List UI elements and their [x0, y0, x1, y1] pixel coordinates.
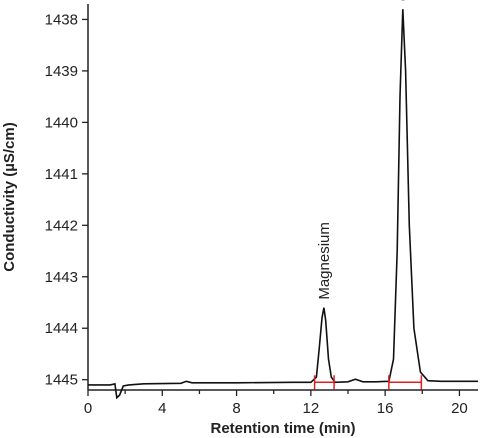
y-tick-label: 1445 [45, 372, 78, 389]
x-tick-label: 12 [303, 400, 320, 417]
y-tick-label: 1440 [45, 114, 78, 131]
x-tick-label: 20 [451, 400, 468, 417]
conductivity-trace [88, 9, 478, 400]
y-tick-label: 1441 [45, 166, 78, 183]
peak-label: Calcium [395, 0, 412, 1]
y-axis-ticks: 1438 1439 1440 1441 1442 1443 1444 1445 [45, 11, 88, 389]
x-tick-label: 16 [377, 400, 394, 417]
y-tick-label: 1444 [45, 320, 78, 337]
y-axis-title: Conductivity (µS/cm) [1, 122, 18, 272]
y-tick-label: 1442 [45, 217, 78, 234]
y-tick-label: 1443 [45, 269, 78, 286]
peak-label: Magnesium [316, 222, 333, 300]
y-tick-label: 1438 [45, 11, 78, 28]
x-tick-label: 4 [158, 400, 166, 417]
x-axis-ticks: 0 4 8 12 16 20 [84, 390, 468, 417]
x-axis-title: Retention time (min) [211, 420, 356, 437]
peak-integration-baselines [313, 375, 423, 390]
y-tick-label: 1439 [45, 63, 78, 80]
x-tick-label: 0 [84, 400, 92, 417]
x-tick-label: 8 [232, 400, 240, 417]
peak-labels: Magnesium Calcium [316, 0, 412, 300]
